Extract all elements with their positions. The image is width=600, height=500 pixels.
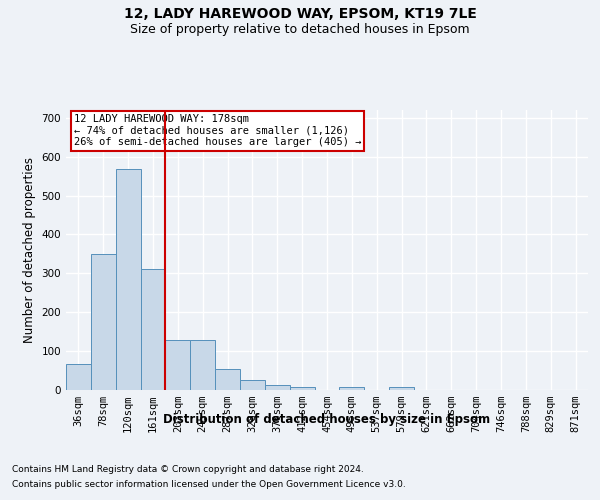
Bar [240, 380, 265, 390]
Text: Contains public sector information licensed under the Open Government Licence v3: Contains public sector information licen… [12, 480, 406, 489]
Bar [215, 368, 240, 390]
Bar [340, 387, 364, 390]
Text: Size of property relative to detached houses in Epsom: Size of property relative to detached ho… [130, 22, 470, 36]
Bar [140, 270, 166, 390]
Text: 12, LADY HAREWOOD WAY, EPSOM, KT19 7LE: 12, LADY HAREWOOD WAY, EPSOM, KT19 7LE [124, 8, 476, 22]
Bar [66, 364, 91, 390]
Bar [116, 169, 140, 390]
Bar [166, 340, 190, 390]
Bar [290, 388, 314, 390]
Bar [190, 340, 215, 390]
Bar [91, 254, 116, 390]
Text: 12 LADY HAREWOOD WAY: 178sqm
← 74% of detached houses are smaller (1,126)
26% of: 12 LADY HAREWOOD WAY: 178sqm ← 74% of de… [74, 114, 361, 148]
Y-axis label: Number of detached properties: Number of detached properties [23, 157, 36, 343]
Text: Distribution of detached houses by size in Epsom: Distribution of detached houses by size … [163, 412, 491, 426]
Bar [265, 386, 290, 390]
Text: Contains HM Land Registry data © Crown copyright and database right 2024.: Contains HM Land Registry data © Crown c… [12, 465, 364, 474]
Bar [389, 387, 414, 390]
